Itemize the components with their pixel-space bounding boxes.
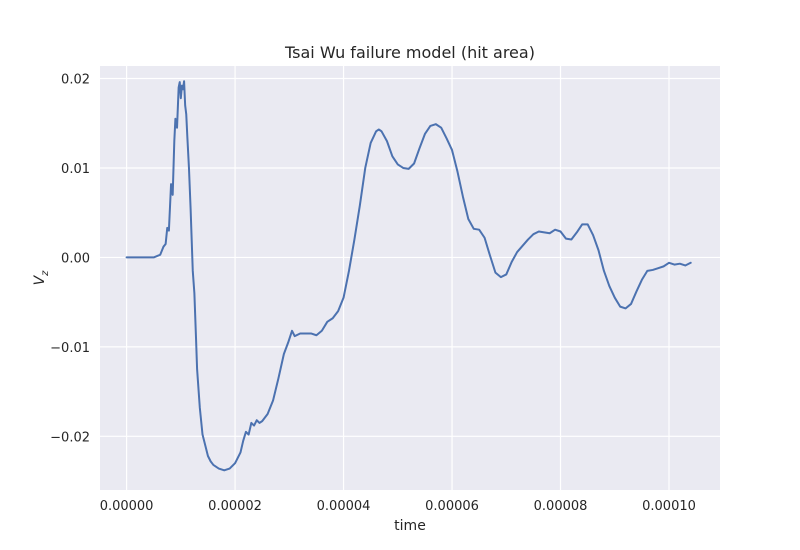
y-tick-label: −0.02 [50, 430, 90, 445]
x-tick-label: 0.00006 [425, 499, 479, 514]
plot-area [100, 66, 720, 490]
x-tick-label: 0.00010 [642, 499, 696, 514]
y-axis-label: Vz [32, 270, 51, 286]
x-tick-label: 0.00004 [317, 499, 371, 514]
y-tick-label: 0.01 [61, 162, 90, 177]
x-tick-label: 0.00008 [534, 499, 588, 514]
y-axis-label-subscript: z [40, 270, 51, 277]
x-axis-label: time [394, 518, 426, 534]
series-line-vz [125, 80, 692, 472]
y-tick-label: 0.00 [61, 251, 90, 266]
y-tick-labels: 0.02 0.01 0.00 −0.01 −0.02 [50, 73, 90, 446]
y-axis-label-main: V [32, 274, 48, 285]
x-tick-label: 0.00002 [208, 499, 262, 514]
x-tick-labels: 0.00000 0.00002 0.00004 0.00006 0.00008 0.000… [100, 499, 696, 514]
chart-title: Tsai Wu failure model (hit area) [284, 43, 535, 62]
y-tick-label: −0.01 [50, 341, 90, 356]
x-tick-label: 0.00000 [100, 499, 154, 514]
y-tick-label: 0.02 [61, 73, 90, 88]
